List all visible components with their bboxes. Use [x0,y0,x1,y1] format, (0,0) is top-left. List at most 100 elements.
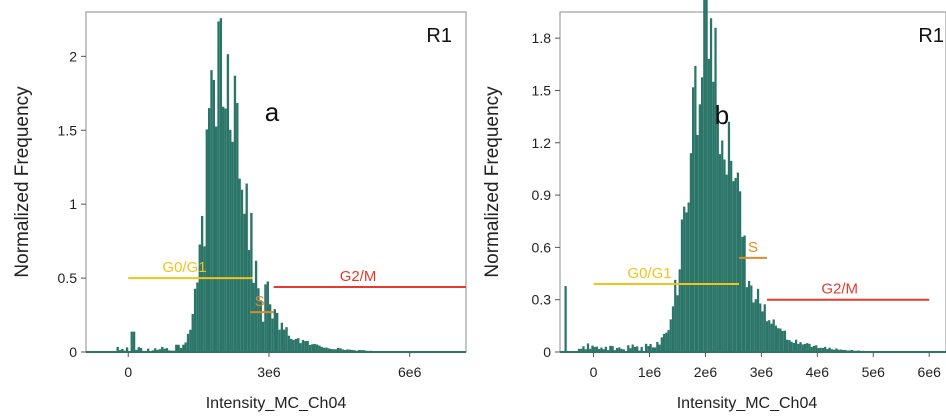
histogram-bar [311,344,314,352]
histogram-bar [763,304,766,352]
histogram-bar [231,141,234,352]
histogram-bar [341,349,345,352]
x-tick-label: 0 [590,364,598,380]
gate-label: S [748,239,758,256]
histogram-bar [252,282,255,352]
histogram-bar [247,250,251,352]
x-axis-ticks-b: 0 1e6 2e6 3e6 4e6 5e6 6e6 [590,352,941,380]
histogram-bar [175,344,178,352]
histogram-bar [602,349,605,352]
histogram-bar [806,343,809,352]
histogram-bar [287,335,291,352]
gate-label: G0/G1 [627,265,671,282]
histogram-bar [700,77,704,353]
histogram-bar [821,347,825,352]
histogram-bar [653,347,657,352]
histogram-bar [135,349,138,352]
histogram-bar [645,343,648,352]
gate-label: G0/G1 [162,259,206,276]
histogram-bar [687,202,690,352]
histogram-bar [786,339,789,352]
plot-frame-a [85,11,467,353]
histogram-bar [222,106,225,353]
x-tick-label: 0 [124,364,132,380]
histogram-bars-b [560,0,946,353]
histogram-bar [292,339,295,352]
x-tick-label: 3e6 [257,364,281,380]
histogram-bar [158,349,162,352]
histogram-bar [667,330,670,352]
histogram-bar [627,345,630,352]
histogram-bar [788,340,791,352]
x-tick-label: 1e6 [638,364,662,380]
histogram-bar [745,287,748,352]
y-axis-label-b: Normalized Frequency [482,86,503,278]
gates-b: G0/G1 S G2/M [593,239,930,301]
histogram-bar [752,302,755,352]
histogram-bar [290,338,293,352]
histogram-bar [165,348,169,352]
histogram-bar [633,346,637,352]
histogram-bar [205,129,208,352]
gate-label: S [255,293,265,310]
histogram-bar [736,172,740,352]
histogram-bar [698,104,701,352]
histogram-bar [210,70,213,353]
histogram-bar [179,347,183,352]
histogram-bar [808,343,811,352]
histogram-bar [236,103,239,352]
histogram-bar [810,346,813,352]
histogram-bar [651,347,654,352]
histogram-bar [669,319,672,352]
panel-label-a: a [265,97,280,127]
x-tick-label: 2e6 [694,364,718,380]
histogram-bar [200,215,204,352]
histogram-bars-a [86,18,466,353]
histogram-bar [245,183,248,352]
histogram-bar [318,345,321,352]
histogram-bar [198,244,201,352]
histogram-bar [770,323,773,352]
y-tick-label: 1 [69,196,77,212]
histogram-bar [629,348,632,352]
x-tick-label: 6e6 [398,364,422,380]
histogram-bar [184,342,187,352]
histogram-bar [240,189,244,352]
histogram-bar [707,58,710,353]
y-tick-label: 0 [69,344,77,360]
y-tick-label: 1.8 [532,30,552,46]
histogram-bar [268,304,272,352]
histogram-bar [765,321,769,352]
histogram-bar [600,347,603,352]
histogram-bar [217,21,220,352]
histogram-bar [826,348,829,352]
histogram-bar [692,87,695,353]
histogram-bar [750,285,753,352]
histogram-bar [226,54,230,352]
histogram-bar [779,328,782,352]
histogram-bar [656,341,659,352]
histogram-bar [351,349,354,352]
histogram-bar [837,349,840,352]
y-tick-label: 2 [69,48,77,64]
histogram-bar [631,344,634,352]
histogram-bar [139,348,143,352]
histogram-bar [299,343,302,352]
histogram-bar [774,325,778,352]
y-tick-label: 1.2 [532,135,552,151]
x-tick-label: 4e6 [806,364,830,380]
histogram-bar [212,79,216,352]
histogram-bar [640,346,643,352]
histogram-bar [132,331,136,352]
histogram-bar [662,333,666,352]
histogram-bar [678,269,681,352]
histogram-bar [315,344,319,352]
histogram-bar [308,344,312,352]
histogram-bar [712,81,715,352]
histogram-bar [819,347,822,352]
histogram-bar [322,347,326,352]
histogram-bar [313,343,316,352]
histogram-bar [801,344,804,352]
histogram-bar [564,286,567,352]
